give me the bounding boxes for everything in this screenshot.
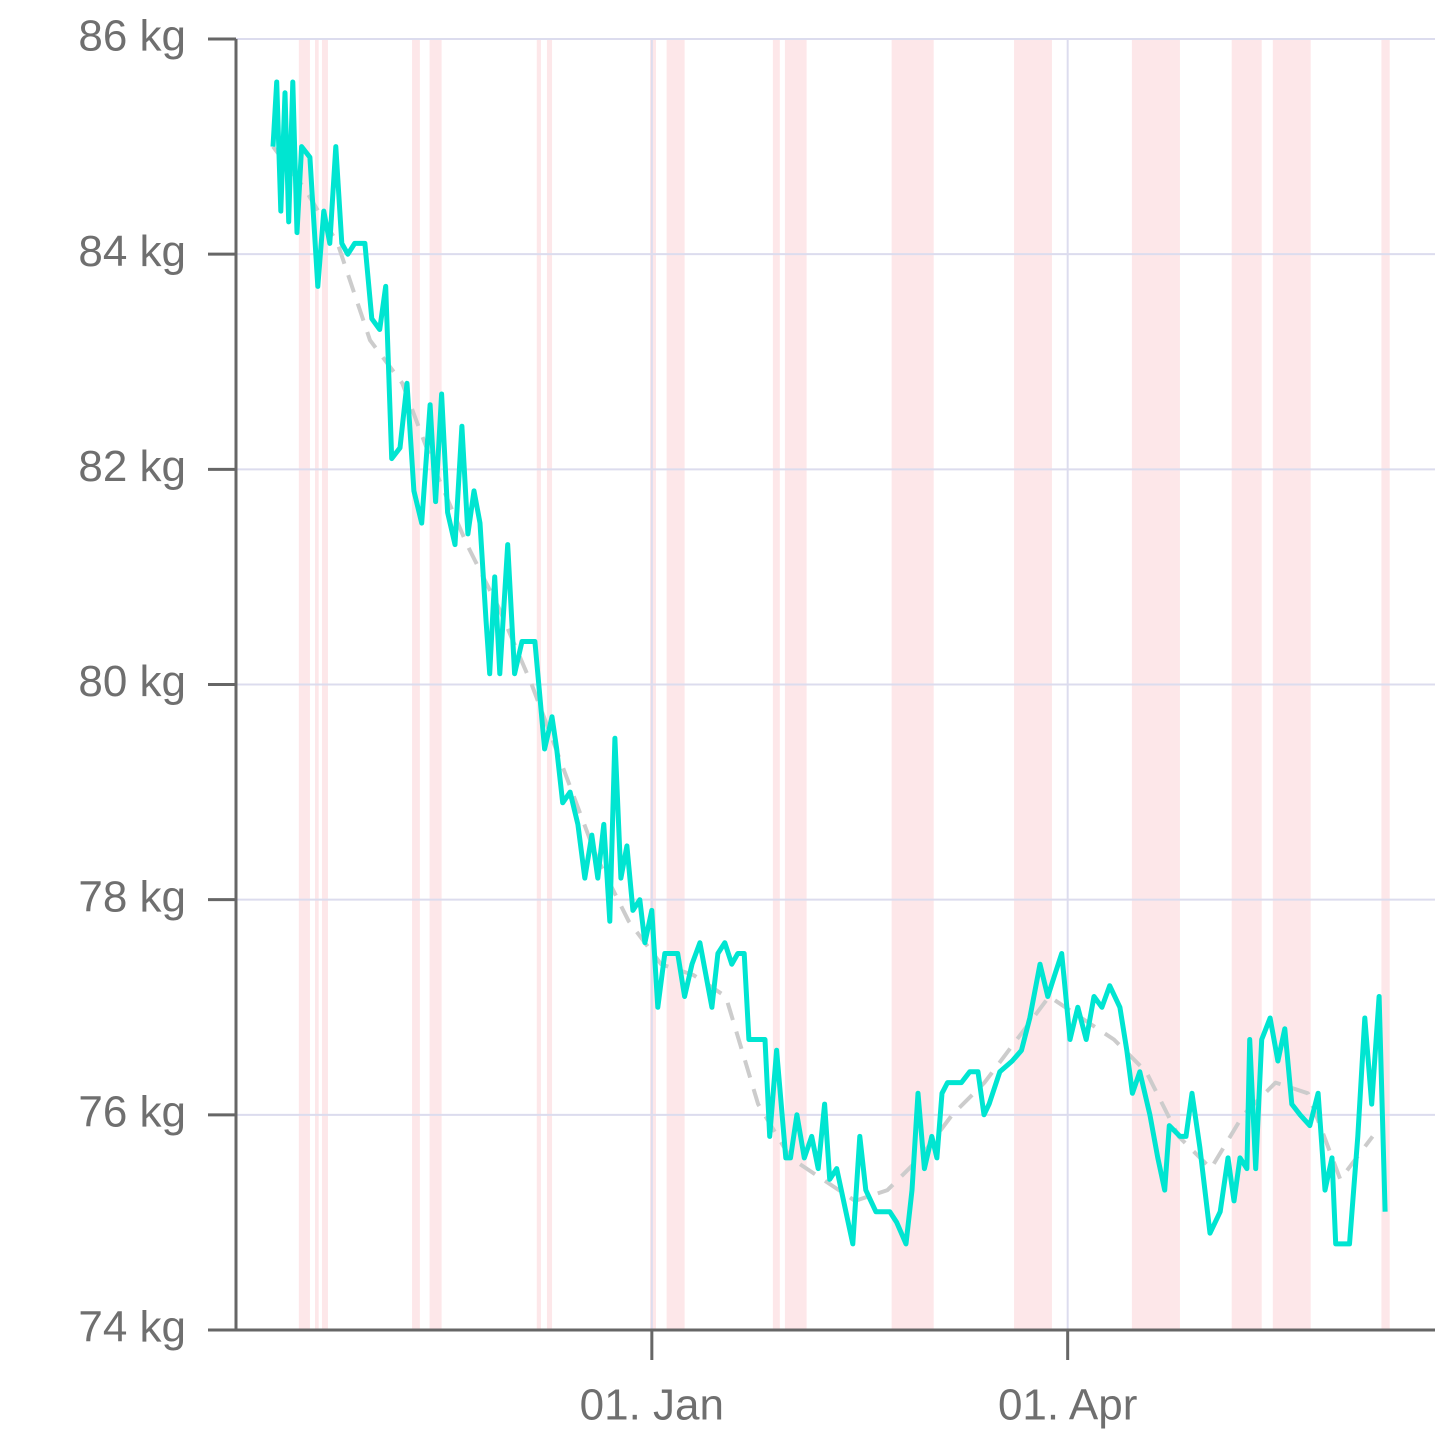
y-tick-label: 84 kg [78, 227, 186, 276]
y-tick-label: 82 kg [78, 442, 186, 491]
y-tick-label: 76 kg [78, 1087, 186, 1136]
y-tick-label: 74 kg [78, 1303, 186, 1352]
weight-line [270, 79, 1388, 1247]
y-tick-label: 86 kg [78, 12, 186, 61]
y-tick-label: 80 kg [78, 657, 186, 706]
y-tick-label: 78 kg [78, 872, 186, 921]
x-tick-label: 01. Apr [998, 1381, 1137, 1430]
x-tick-label: 01. Jan [580, 1381, 724, 1430]
